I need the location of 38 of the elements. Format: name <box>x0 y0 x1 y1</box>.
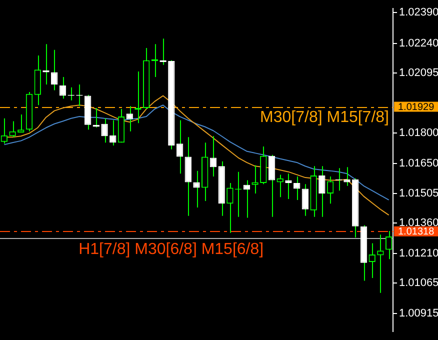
candlestick <box>34 55 41 106</box>
y-tick-label: 1.01505 <box>399 187 438 200</box>
candlestick <box>126 106 133 132</box>
candlestick <box>176 120 184 174</box>
candlestick <box>377 234 384 294</box>
candlestick <box>318 166 326 218</box>
text: 1.01318 <box>398 226 435 238</box>
candlestick <box>368 242 376 278</box>
candlestick <box>193 170 200 208</box>
candlestick <box>385 230 392 260</box>
candlestick <box>252 164 258 194</box>
y-tick-label: 1.02095 <box>399 66 438 79</box>
candlestick <box>268 154 276 218</box>
y-tick-label: 1.02390 <box>399 6 438 19</box>
candlestick <box>210 136 217 178</box>
y-tick-label: 1.00915 <box>399 308 438 320</box>
candlestick <box>59 76 66 100</box>
candlestick <box>326 176 334 204</box>
candlestick <box>51 49 58 91</box>
ref-line-label: H1[7/8] M30[6/8] M15[6/8] <box>78 240 264 258</box>
candlestick <box>110 120 116 146</box>
y-tick-label: 1.01210 <box>399 247 438 260</box>
y-tick-label: 1.01650 <box>399 158 438 170</box>
candlestick <box>9 120 16 138</box>
candlestick <box>226 182 234 234</box>
text: 1.01929 <box>398 102 435 113</box>
y-tick-label: 1.01360 <box>399 216 438 229</box>
y-tick-label: 1.01065 <box>399 277 438 290</box>
y-tick-label: 1.02240 <box>399 37 438 50</box>
candlestick <box>285 173 292 200</box>
candlestick <box>293 176 300 200</box>
ref-line-label: M30[7/8] M15[7/8] <box>260 108 389 126</box>
candlestick <box>184 136 192 216</box>
candlestick <box>302 184 309 216</box>
candlestick <box>18 114 24 133</box>
candlestick <box>101 118 108 144</box>
y-tick-label: 1.01800 <box>399 127 438 140</box>
candlestick <box>0 118 8 144</box>
